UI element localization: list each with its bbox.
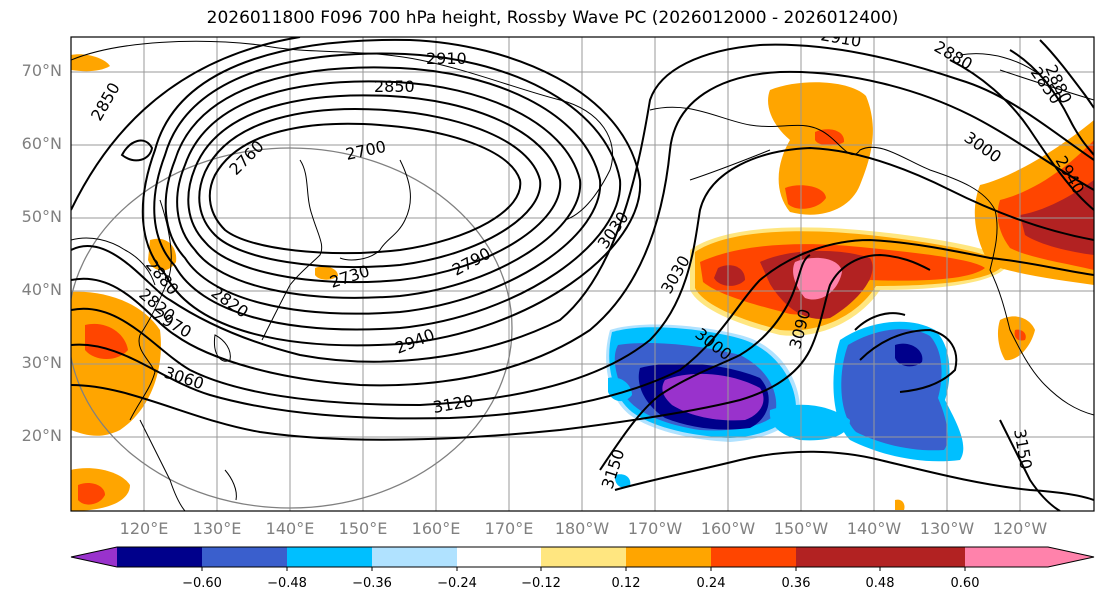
colorbar-segment [457, 547, 541, 567]
positive-anomaly-region [71, 54, 110, 72]
colorbar-segment [711, 547, 796, 567]
colorbar [70, 546, 1095, 571]
contour-label: 2910 [426, 49, 467, 68]
positive-anomaly-region [815, 129, 845, 146]
colorbar-segment [71, 547, 117, 567]
colorbar-segment [287, 547, 372, 567]
map-frame [70, 36, 1095, 512]
height-contours [71, 37, 1094, 511]
positive-anomaly-region [785, 185, 826, 209]
longitude-label: 120°W [992, 519, 1048, 538]
negative-anomaly-region [614, 474, 631, 488]
positive-anomaly-region [78, 483, 105, 505]
longitude-label: 170°E [484, 519, 534, 538]
colorbar-tick-label: −0.12 [521, 576, 561, 591]
colorbar-segment [372, 547, 457, 567]
longitude-label: 120°E [119, 519, 169, 538]
colorbar-tick-label: −0.48 [267, 576, 307, 591]
positive-anomaly-region [85, 323, 128, 359]
negative-anomaly-region [895, 499, 905, 510]
colorbar-tick-label: 0.24 [696, 576, 726, 591]
colorbar-tick-label: 0.48 [865, 576, 895, 591]
positive-anomaly-region [315, 266, 338, 280]
colorbar-segment [117, 547, 202, 567]
latitude-label: 40°N [21, 280, 62, 299]
colorbar-segment [626, 547, 711, 567]
longitude-label: 150°E [338, 519, 388, 538]
longitude-label: 130°W [919, 519, 975, 538]
colorbar-segment [965, 547, 1094, 567]
longitude-label: 160°E [411, 519, 461, 538]
colorbar-tick-label: −0.36 [352, 576, 392, 591]
negative-anomaly-region [841, 329, 948, 451]
colorbar-tick-label: −0.60 [182, 576, 222, 591]
longitude-label: 180°W [554, 519, 610, 538]
longitude-label: 140°E [265, 519, 315, 538]
colorbar-segment [880, 547, 965, 567]
latitude-label: 30°N [21, 353, 62, 372]
map-title: 2026011800 F096 700 hPa height, Rossby W… [206, 8, 899, 28]
longitude-label: 130°E [192, 519, 242, 538]
colorbar-segment [796, 547, 880, 567]
negative-anomaly-region [895, 343, 923, 367]
range-circle [71, 147, 513, 509]
contour-label: 2850 [374, 77, 415, 96]
colorbar-tick-label: 0.36 [781, 576, 811, 591]
colorbar-tick-label: 0.12 [611, 576, 641, 591]
latitude-label: 60°N [21, 134, 62, 153]
longitude-label: 150°W [773, 519, 829, 538]
longitude-label: 170°W [627, 519, 683, 538]
colorbar-segment [541, 547, 626, 567]
positive-anomaly-region [714, 265, 745, 286]
colorbar-tick-label: 0.60 [950, 576, 980, 591]
latitude-label: 50°N [21, 207, 62, 226]
latitude-label: 20°N [21, 426, 62, 445]
negative-anomaly-region [662, 373, 764, 421]
latitude-label: 70°N [21, 61, 62, 80]
colorbar-outline [70, 546, 1095, 568]
longitude-label: 140°W [846, 519, 902, 538]
colorbar-segment [202, 547, 287, 567]
longitude-label: 160°W [700, 519, 756, 538]
coastlines [71, 40, 1094, 511]
negative-anomaly-region [769, 404, 850, 441]
colorbar-tick-label: −0.24 [437, 576, 477, 591]
colorbar-ticks [201, 567, 966, 571]
map-area: 2910 2850 2850 2760 2700 2880 3000 2940 … [71, 37, 1094, 511]
